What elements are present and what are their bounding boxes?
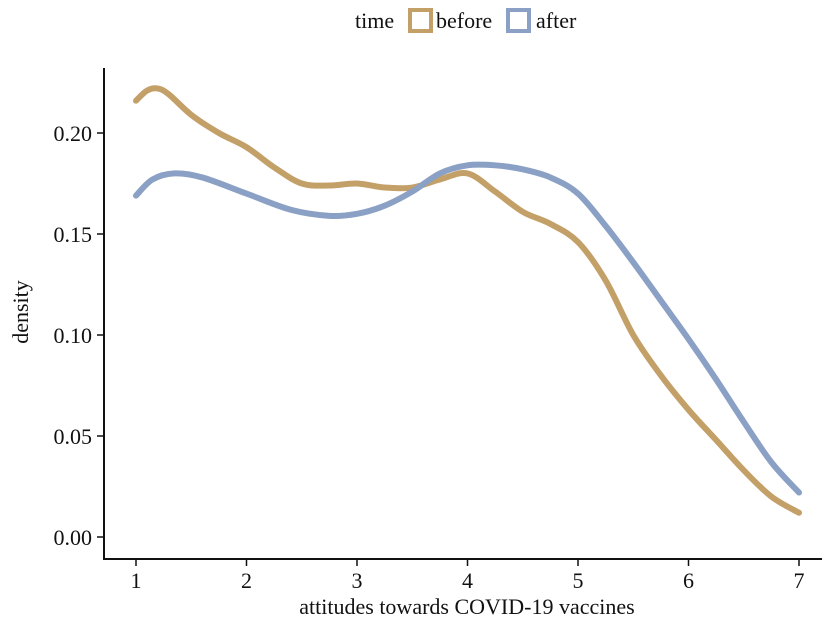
x-tick-label: 5 bbox=[573, 568, 584, 593]
series-line-after bbox=[133, 161, 802, 496]
y-tick-label: 0.00 bbox=[54, 525, 93, 550]
x-axis-label: attitudes towards COVID-19 vaccines bbox=[299, 594, 634, 619]
legend-title: time bbox=[355, 8, 394, 33]
y-tick-label: 0.20 bbox=[54, 121, 93, 146]
y-tick-label: 0.15 bbox=[54, 222, 93, 247]
legend-label-before: before bbox=[436, 8, 492, 33]
x-tick-label: 6 bbox=[683, 568, 694, 593]
y-axis-label: density bbox=[8, 280, 33, 344]
legend-swatch-after bbox=[506, 8, 531, 33]
y-ticks: 0.00 0.05 0.10 0.15 0.20 bbox=[54, 121, 104, 550]
y-tick-label: 0.05 bbox=[54, 424, 93, 449]
x-tick-label: 3 bbox=[352, 568, 363, 593]
series-layer bbox=[133, 85, 802, 516]
legend-label-after: after bbox=[536, 8, 577, 33]
legend-swatch-before bbox=[408, 8, 433, 33]
x-tick-label: 7 bbox=[794, 568, 805, 593]
y-tick-label: 0.10 bbox=[54, 323, 93, 348]
axes bbox=[103, 68, 822, 560]
legend: time before after bbox=[355, 8, 577, 33]
series-line-before bbox=[133, 85, 802, 516]
x-tick-label: 1 bbox=[131, 568, 142, 593]
x-tick-label: 2 bbox=[241, 568, 252, 593]
x-tick-label: 4 bbox=[462, 568, 473, 593]
x-ticks: 1 2 3 4 5 6 7 bbox=[131, 559, 805, 593]
